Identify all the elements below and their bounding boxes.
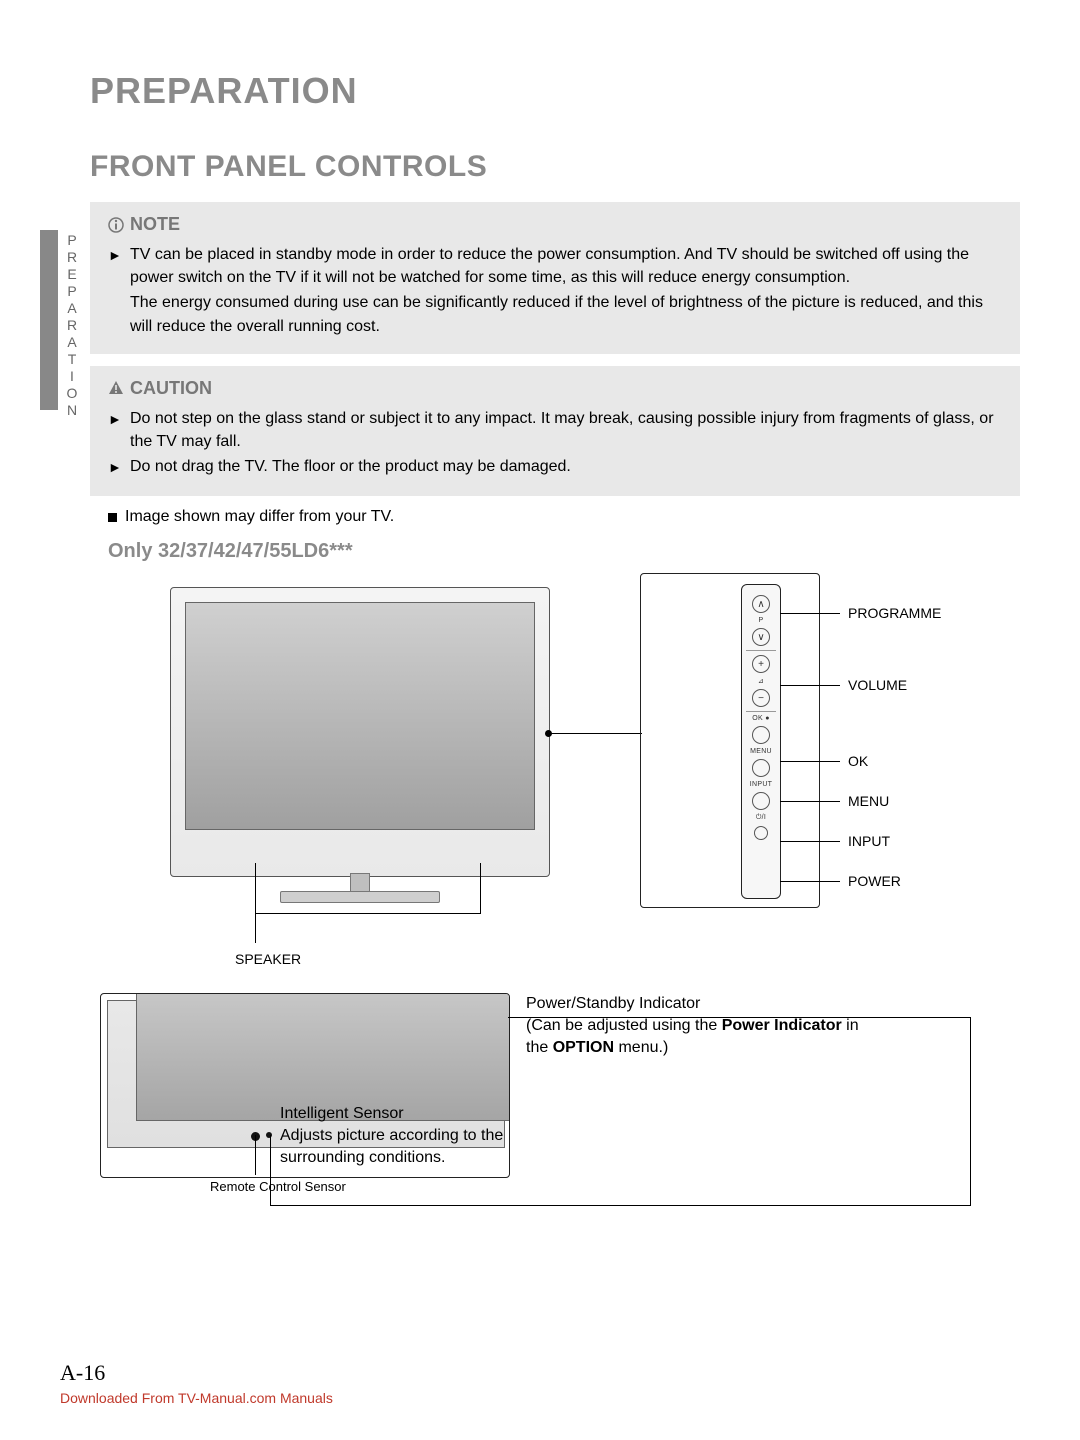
tiny-label: P bbox=[742, 617, 780, 624]
power-standby-desc: Power/Standby Indicator (Can be adjusted… bbox=[526, 993, 866, 1058]
leader-line bbox=[780, 685, 840, 686]
desc-text: menu.) bbox=[614, 1039, 668, 1056]
square-bullet-icon bbox=[108, 513, 117, 522]
intelligent-title: Intelligent Sensor bbox=[280, 1105, 404, 1122]
desc-bold: Power Indicator bbox=[722, 1017, 842, 1034]
note-header: NOTE bbox=[108, 214, 1002, 235]
control-label: POWER bbox=[848, 873, 901, 889]
note-paragraph: The energy consumed during use can be si… bbox=[130, 291, 1002, 337]
leader-line bbox=[550, 733, 642, 734]
arrow-icon: ► bbox=[108, 407, 130, 453]
control-label: PROGRAMME bbox=[848, 605, 941, 621]
tiny-label: ⊿ bbox=[742, 677, 780, 685]
caution-header: CAUTION bbox=[108, 378, 1002, 399]
note-label: NOTE bbox=[130, 214, 180, 235]
volume-up-icon: + bbox=[752, 655, 770, 673]
speaker-label: SPEAKER bbox=[235, 951, 301, 967]
caution-box: CAUTION ► Do not step on the glass stand… bbox=[90, 366, 1020, 497]
leader-line bbox=[270, 1205, 970, 1206]
caution-text: Do not step on the glass stand or subjec… bbox=[130, 407, 1002, 453]
warning-icon bbox=[108, 380, 124, 396]
input-button-icon bbox=[752, 792, 770, 810]
caution-item: ► Do not step on the glass stand or subj… bbox=[108, 407, 1002, 453]
leader-line bbox=[255, 863, 256, 943]
download-source-link[interactable]: Downloaded From TV-Manual.com Manuals bbox=[60, 1390, 333, 1406]
control-strip: ∧ P ∨ + ⊿ − OK ● MENU INPUT ⏻/I bbox=[741, 584, 781, 899]
note-item: ► TV can be placed in standby mode in or… bbox=[108, 243, 1002, 289]
tv-stand-base bbox=[280, 891, 440, 903]
intelligent-sensor-desc: Intelligent Sensor Adjusts picture accor… bbox=[280, 1103, 550, 1168]
diagram-area: SPEAKER ∧ P ∨ + ⊿ − OK ● MENU INPUT ⏻ bbox=[100, 573, 1020, 1213]
info-icon bbox=[108, 217, 124, 233]
caution-label: CAUTION bbox=[130, 378, 212, 399]
note-text: TV can be placed in standby mode in orde… bbox=[130, 243, 1002, 289]
intelligent-desc: Adjusts picture according to the surroun… bbox=[280, 1127, 503, 1166]
tv-screen bbox=[185, 602, 535, 830]
volume-down-icon: − bbox=[752, 689, 770, 707]
image-disclaimer: Image shown may differ from your TV. bbox=[108, 508, 1020, 526]
control-label: VOLUME bbox=[848, 677, 907, 693]
side-section-label: PREPARATION bbox=[64, 232, 80, 419]
arrow-icon: ► bbox=[108, 455, 130, 478]
desc-bold: OPTION bbox=[553, 1039, 614, 1056]
leader-line bbox=[780, 801, 840, 802]
programme-up-icon: ∧ bbox=[752, 595, 770, 613]
caution-text: Do not drag the TV. The floor or the pro… bbox=[130, 455, 1002, 478]
tv-illustration bbox=[170, 587, 550, 877]
tiny-label: MENU bbox=[742, 748, 780, 755]
leader-line bbox=[255, 913, 481, 914]
menu-button-icon bbox=[752, 759, 770, 777]
leader-line bbox=[780, 613, 840, 614]
leader-line bbox=[780, 881, 840, 882]
tiny-label: INPUT bbox=[742, 781, 780, 788]
tiny-label: OK ● bbox=[742, 715, 780, 722]
side-tab bbox=[40, 230, 58, 410]
control-label: MENU bbox=[848, 793, 889, 809]
side-panel-illustration: ∧ P ∨ + ⊿ − OK ● MENU INPUT ⏻/I bbox=[640, 573, 820, 908]
note-box: NOTE ► TV can be placed in standby mode … bbox=[90, 202, 1020, 354]
programme-down-icon: ∨ bbox=[752, 628, 770, 646]
image-disclaimer-text: Image shown may differ from your TV. bbox=[125, 508, 394, 526]
leader-line bbox=[255, 1135, 256, 1175]
tiny-label: ⏻/I bbox=[742, 814, 780, 822]
remote-sensor-label: Remote Control Sensor bbox=[210, 1179, 346, 1194]
section-subtitle: FRONT PANEL CONTROLS bbox=[90, 150, 1020, 184]
arrow-icon: ► bbox=[108, 243, 130, 289]
leader-line bbox=[970, 1017, 971, 1206]
control-label: OK bbox=[848, 753, 868, 769]
ok-button-icon bbox=[752, 726, 770, 744]
power-standby-title: Power/Standby Indicator bbox=[526, 995, 700, 1012]
control-label: INPUT bbox=[848, 833, 890, 849]
leader-line bbox=[780, 841, 840, 842]
leader-line bbox=[480, 863, 481, 913]
leader-line bbox=[270, 1135, 271, 1205]
power-button-icon bbox=[754, 826, 768, 840]
leader-line bbox=[780, 761, 840, 762]
tv-corner-screen bbox=[136, 993, 510, 1121]
page-number: A-16 bbox=[60, 1360, 105, 1386]
caution-item: ► Do not drag the TV. The floor or the p… bbox=[108, 455, 1002, 478]
page-title: PREPARATION bbox=[90, 70, 1020, 112]
desc-text: (Can be adjusted using the bbox=[526, 1017, 722, 1034]
model-line: Only 32/37/42/47/55LD6*** bbox=[108, 540, 1020, 563]
